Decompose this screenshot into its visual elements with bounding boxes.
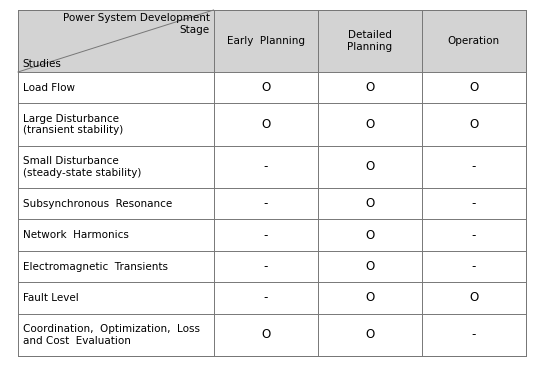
Text: O: O: [261, 118, 270, 131]
Text: O: O: [469, 291, 479, 305]
Bar: [18, 251, 526, 282]
Text: -: -: [472, 197, 476, 210]
Text: -: -: [263, 229, 268, 242]
Text: O: O: [365, 328, 374, 341]
Text: O: O: [261, 328, 270, 341]
Text: Operation: Operation: [448, 36, 500, 46]
Bar: [18, 146, 526, 188]
Text: O: O: [469, 81, 479, 94]
Text: Network  Harmonics: Network Harmonics: [23, 230, 129, 240]
Text: -: -: [472, 160, 476, 173]
Text: Electromagnetic  Transients: Electromagnetic Transients: [23, 262, 168, 272]
Text: Subsynchronous  Resonance: Subsynchronous Resonance: [23, 199, 172, 209]
Text: Detailed
Planning: Detailed Planning: [347, 30, 392, 52]
Bar: [18, 314, 526, 356]
Text: Studies: Studies: [22, 59, 61, 69]
Text: Fault Level: Fault Level: [23, 293, 79, 303]
Text: O: O: [261, 81, 270, 94]
Text: Large Disturbance
(transient stability): Large Disturbance (transient stability): [23, 114, 123, 135]
Text: O: O: [469, 118, 479, 131]
Text: -: -: [263, 160, 268, 173]
Text: Early  Planning: Early Planning: [227, 36, 305, 46]
Text: Small Disturbance
(steady-state stability): Small Disturbance (steady-state stabilit…: [23, 156, 141, 178]
Text: Coordination,  Optimization,  Loss
and Cost  Evaluation: Coordination, Optimization, Loss and Cos…: [23, 324, 200, 346]
Text: -: -: [263, 197, 268, 210]
Bar: [18, 72, 526, 103]
Text: O: O: [365, 229, 374, 242]
Text: O: O: [365, 260, 374, 273]
Text: O: O: [365, 291, 374, 305]
Bar: [18, 282, 526, 314]
Text: -: -: [263, 291, 268, 305]
Text: -: -: [472, 328, 476, 341]
Text: Power System Development
Stage: Power System Development Stage: [63, 13, 209, 35]
Text: -: -: [472, 229, 476, 242]
Text: -: -: [472, 260, 476, 273]
Bar: [18, 10, 526, 72]
Text: O: O: [365, 197, 374, 210]
Bar: [18, 188, 526, 220]
Text: O: O: [365, 118, 374, 131]
Text: -: -: [263, 260, 268, 273]
Text: Load Flow: Load Flow: [23, 83, 75, 93]
Text: O: O: [365, 160, 374, 173]
Text: O: O: [365, 81, 374, 94]
Bar: [18, 103, 526, 146]
Bar: [18, 220, 526, 251]
